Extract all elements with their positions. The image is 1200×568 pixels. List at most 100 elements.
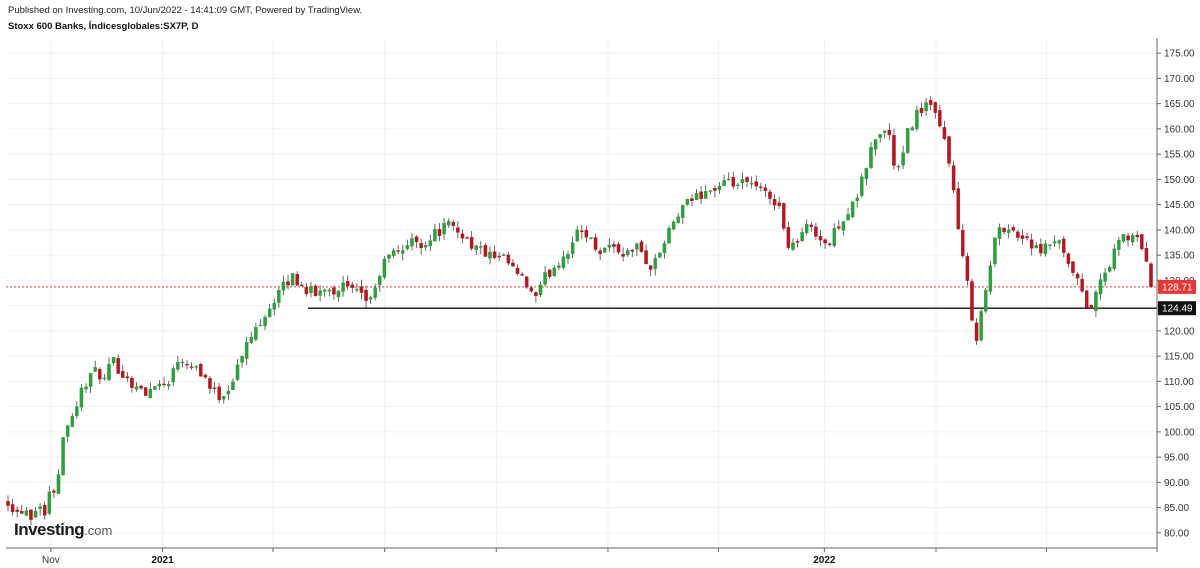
candle[interactable] xyxy=(483,243,488,257)
candle[interactable] xyxy=(295,271,299,287)
candle[interactable] xyxy=(15,506,19,518)
candle[interactable] xyxy=(873,138,878,156)
candle[interactable] xyxy=(575,225,579,242)
candle[interactable] xyxy=(240,355,244,368)
candle[interactable] xyxy=(933,101,938,119)
candle[interactable] xyxy=(703,184,708,199)
candle[interactable] xyxy=(905,127,910,155)
candle[interactable] xyxy=(61,437,65,476)
candle[interactable] xyxy=(547,268,552,280)
candle[interactable] xyxy=(607,238,612,252)
candle[interactable] xyxy=(1052,235,1057,247)
candle[interactable] xyxy=(1098,273,1103,301)
candle[interactable] xyxy=(919,102,924,117)
candle[interactable] xyxy=(410,232,414,251)
candle[interactable] xyxy=(662,240,667,259)
candle[interactable] xyxy=(277,287,281,308)
candle[interactable] xyxy=(800,227,804,242)
candle[interactable] xyxy=(176,355,180,372)
candle[interactable] xyxy=(249,331,254,344)
candle[interactable] xyxy=(102,374,107,381)
candle[interactable] xyxy=(993,237,997,268)
candle[interactable] xyxy=(382,256,387,280)
candle[interactable] xyxy=(1048,244,1052,250)
candle[interactable] xyxy=(997,223,1002,246)
candle[interactable] xyxy=(221,395,226,404)
candle[interactable] xyxy=(942,120,947,141)
candle[interactable] xyxy=(1103,267,1107,287)
candle[interactable] xyxy=(726,172,731,181)
candle[interactable] xyxy=(625,248,630,257)
candle[interactable] xyxy=(860,173,864,198)
candle[interactable] xyxy=(304,282,309,297)
candle[interactable] xyxy=(70,413,75,427)
candle[interactable] xyxy=(593,233,598,252)
candle[interactable] xyxy=(602,247,607,253)
candle[interactable] xyxy=(667,225,671,244)
candle[interactable] xyxy=(1080,273,1084,294)
candle[interactable] xyxy=(855,193,859,208)
candle[interactable] xyxy=(1006,224,1011,239)
candle[interactable] xyxy=(1126,232,1130,247)
candle[interactable] xyxy=(143,387,148,397)
candle[interactable] xyxy=(121,365,125,378)
candle[interactable] xyxy=(479,241,483,255)
candle[interactable] xyxy=(130,376,134,393)
candle[interactable] xyxy=(414,235,419,249)
candle[interactable] xyxy=(203,373,208,379)
candle[interactable] xyxy=(685,198,690,206)
candle[interactable] xyxy=(713,185,717,198)
candle[interactable] xyxy=(263,314,267,331)
candle[interactable] xyxy=(1066,252,1071,268)
candle[interactable] xyxy=(327,288,332,297)
candle[interactable] xyxy=(534,291,538,303)
candle[interactable] xyxy=(515,264,520,276)
candle[interactable] xyxy=(355,283,359,293)
candle[interactable] xyxy=(465,236,469,239)
candle[interactable] xyxy=(1117,236,1121,257)
candle[interactable] xyxy=(98,367,102,385)
candle[interactable] xyxy=(189,362,194,370)
candle[interactable] xyxy=(896,164,901,172)
candle[interactable] xyxy=(29,509,33,526)
candle[interactable] xyxy=(1002,226,1006,235)
candle[interactable] xyxy=(1020,229,1025,245)
candle[interactable] xyxy=(428,234,433,252)
candle[interactable] xyxy=(1011,224,1016,233)
candle[interactable] xyxy=(217,382,221,404)
candle[interactable] xyxy=(281,275,286,296)
candle[interactable] xyxy=(506,251,511,266)
candle[interactable] xyxy=(552,265,557,278)
candle[interactable] xyxy=(401,244,405,261)
candle[interactable] xyxy=(244,336,249,365)
candle[interactable] xyxy=(846,207,850,221)
candle[interactable] xyxy=(502,253,506,257)
candle[interactable] xyxy=(910,125,915,131)
candle[interactable] xyxy=(566,250,570,265)
candle[interactable] xyxy=(226,385,231,401)
candle[interactable] xyxy=(869,141,873,170)
candle[interactable] xyxy=(979,308,983,342)
candle[interactable] xyxy=(938,105,942,128)
candle[interactable] xyxy=(951,161,956,194)
candle[interactable] xyxy=(892,128,896,170)
candle[interactable] xyxy=(965,252,970,286)
candle[interactable] xyxy=(231,378,235,390)
candle[interactable] xyxy=(1121,233,1126,244)
candle[interactable] xyxy=(639,239,644,253)
candle[interactable] xyxy=(1140,233,1144,251)
candle[interactable] xyxy=(850,201,855,219)
candle[interactable] xyxy=(690,194,694,207)
candle[interactable] xyxy=(589,236,593,240)
candle[interactable] xyxy=(1029,233,1034,256)
candle[interactable] xyxy=(1071,261,1075,276)
candle[interactable] xyxy=(818,230,823,247)
candle[interactable] xyxy=(116,354,120,374)
candle[interactable] xyxy=(405,239,410,251)
candle[interactable] xyxy=(837,220,841,231)
candle[interactable] xyxy=(492,245,497,259)
candle[interactable] xyxy=(561,250,566,270)
candle[interactable] xyxy=(736,182,740,189)
candle[interactable] xyxy=(300,281,304,287)
